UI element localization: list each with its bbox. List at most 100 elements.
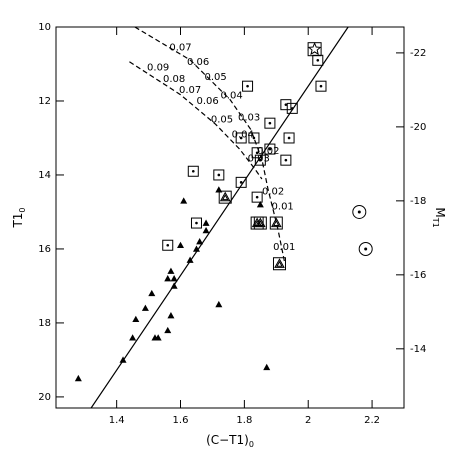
dot xyxy=(246,84,249,88)
data-point xyxy=(264,143,276,155)
data-point xyxy=(235,132,247,144)
data-point xyxy=(202,219,210,226)
data-point xyxy=(187,165,199,177)
y2-axis-label: MT1 xyxy=(432,207,448,227)
square xyxy=(187,165,199,177)
star xyxy=(307,41,322,56)
triangle xyxy=(256,201,264,208)
triangle xyxy=(167,312,175,319)
triangle xyxy=(263,363,271,371)
triangle-inner xyxy=(276,260,283,267)
triangle xyxy=(196,238,204,245)
curve-label: 0.05 xyxy=(211,114,233,125)
y2-tick-label: -14 xyxy=(410,344,426,355)
data-point xyxy=(352,204,367,219)
y-tick-label: 14 xyxy=(38,170,51,181)
x-tick-label: 2 xyxy=(305,415,311,426)
y-tick-label: 10 xyxy=(38,22,51,33)
y-axis-label: T10 xyxy=(11,207,27,228)
x-tick-label: 1.6 xyxy=(173,415,189,426)
plot-frame xyxy=(55,26,405,409)
square xyxy=(254,154,266,166)
square xyxy=(218,190,232,204)
dot xyxy=(268,147,272,151)
curve-label: 0.02 xyxy=(262,187,284,198)
data-point xyxy=(213,169,225,181)
dot xyxy=(255,151,259,155)
square xyxy=(269,216,283,230)
data-point xyxy=(254,154,266,166)
dot xyxy=(255,195,259,199)
data-point xyxy=(280,99,292,111)
triangle xyxy=(202,219,210,226)
data-point xyxy=(256,201,264,208)
data-point xyxy=(180,197,188,204)
triangle xyxy=(170,282,178,289)
triangle-inner xyxy=(256,220,264,227)
data-point xyxy=(286,102,298,114)
data-point xyxy=(272,257,286,271)
dot xyxy=(191,169,195,173)
square xyxy=(286,102,298,114)
square xyxy=(251,191,263,203)
dot xyxy=(268,121,272,125)
dot xyxy=(290,107,294,110)
square xyxy=(162,239,174,251)
data-point xyxy=(148,289,156,297)
dot xyxy=(195,221,198,225)
dot xyxy=(239,181,243,184)
triangle-inner xyxy=(253,220,261,227)
dot xyxy=(166,243,170,247)
data-point xyxy=(283,132,295,144)
triangle xyxy=(192,245,200,252)
dot xyxy=(284,158,288,162)
data-point xyxy=(202,226,210,234)
curve-label: 0.04 xyxy=(232,129,254,140)
dot xyxy=(217,173,221,177)
model-curve xyxy=(134,27,286,264)
square xyxy=(190,217,202,229)
data-point xyxy=(280,154,292,166)
dot xyxy=(357,210,361,214)
square xyxy=(315,80,327,92)
dot xyxy=(287,136,291,140)
y2-axis-label-main: M xyxy=(434,207,448,217)
data-point xyxy=(215,300,223,308)
triangle xyxy=(119,356,127,363)
data-point xyxy=(251,191,263,203)
data-point xyxy=(154,334,162,341)
square xyxy=(264,143,276,155)
square xyxy=(280,99,292,111)
square xyxy=(283,132,295,144)
curve-label: 0.05 xyxy=(205,72,227,83)
triangle xyxy=(164,326,172,334)
square xyxy=(213,169,225,181)
y-axis-label-sub: 0 xyxy=(18,207,27,212)
triangle xyxy=(254,217,266,228)
triangle xyxy=(148,289,156,297)
data-point xyxy=(170,275,178,282)
data-point xyxy=(177,241,185,249)
data-point xyxy=(162,239,174,251)
data-point xyxy=(315,80,327,92)
circle xyxy=(352,204,367,219)
data-point xyxy=(242,80,254,92)
triangle xyxy=(170,275,178,282)
square xyxy=(242,80,254,92)
curve-label: 0.07 xyxy=(169,42,191,53)
dot xyxy=(364,247,368,251)
data-point xyxy=(132,315,140,323)
triangle xyxy=(154,334,162,341)
y2-tick-label: -20 xyxy=(410,122,426,133)
triangle xyxy=(219,191,231,202)
triangle xyxy=(274,258,285,268)
data-point xyxy=(312,54,324,66)
fit-line xyxy=(90,27,349,408)
data-point xyxy=(186,256,194,263)
x-tick-label: 1.8 xyxy=(236,415,252,426)
triangle-inner xyxy=(221,194,229,201)
data-point xyxy=(264,117,276,129)
x-axis-label-sub: 0 xyxy=(249,440,254,449)
curve-label: 0.03 xyxy=(248,153,270,164)
square xyxy=(307,42,322,57)
